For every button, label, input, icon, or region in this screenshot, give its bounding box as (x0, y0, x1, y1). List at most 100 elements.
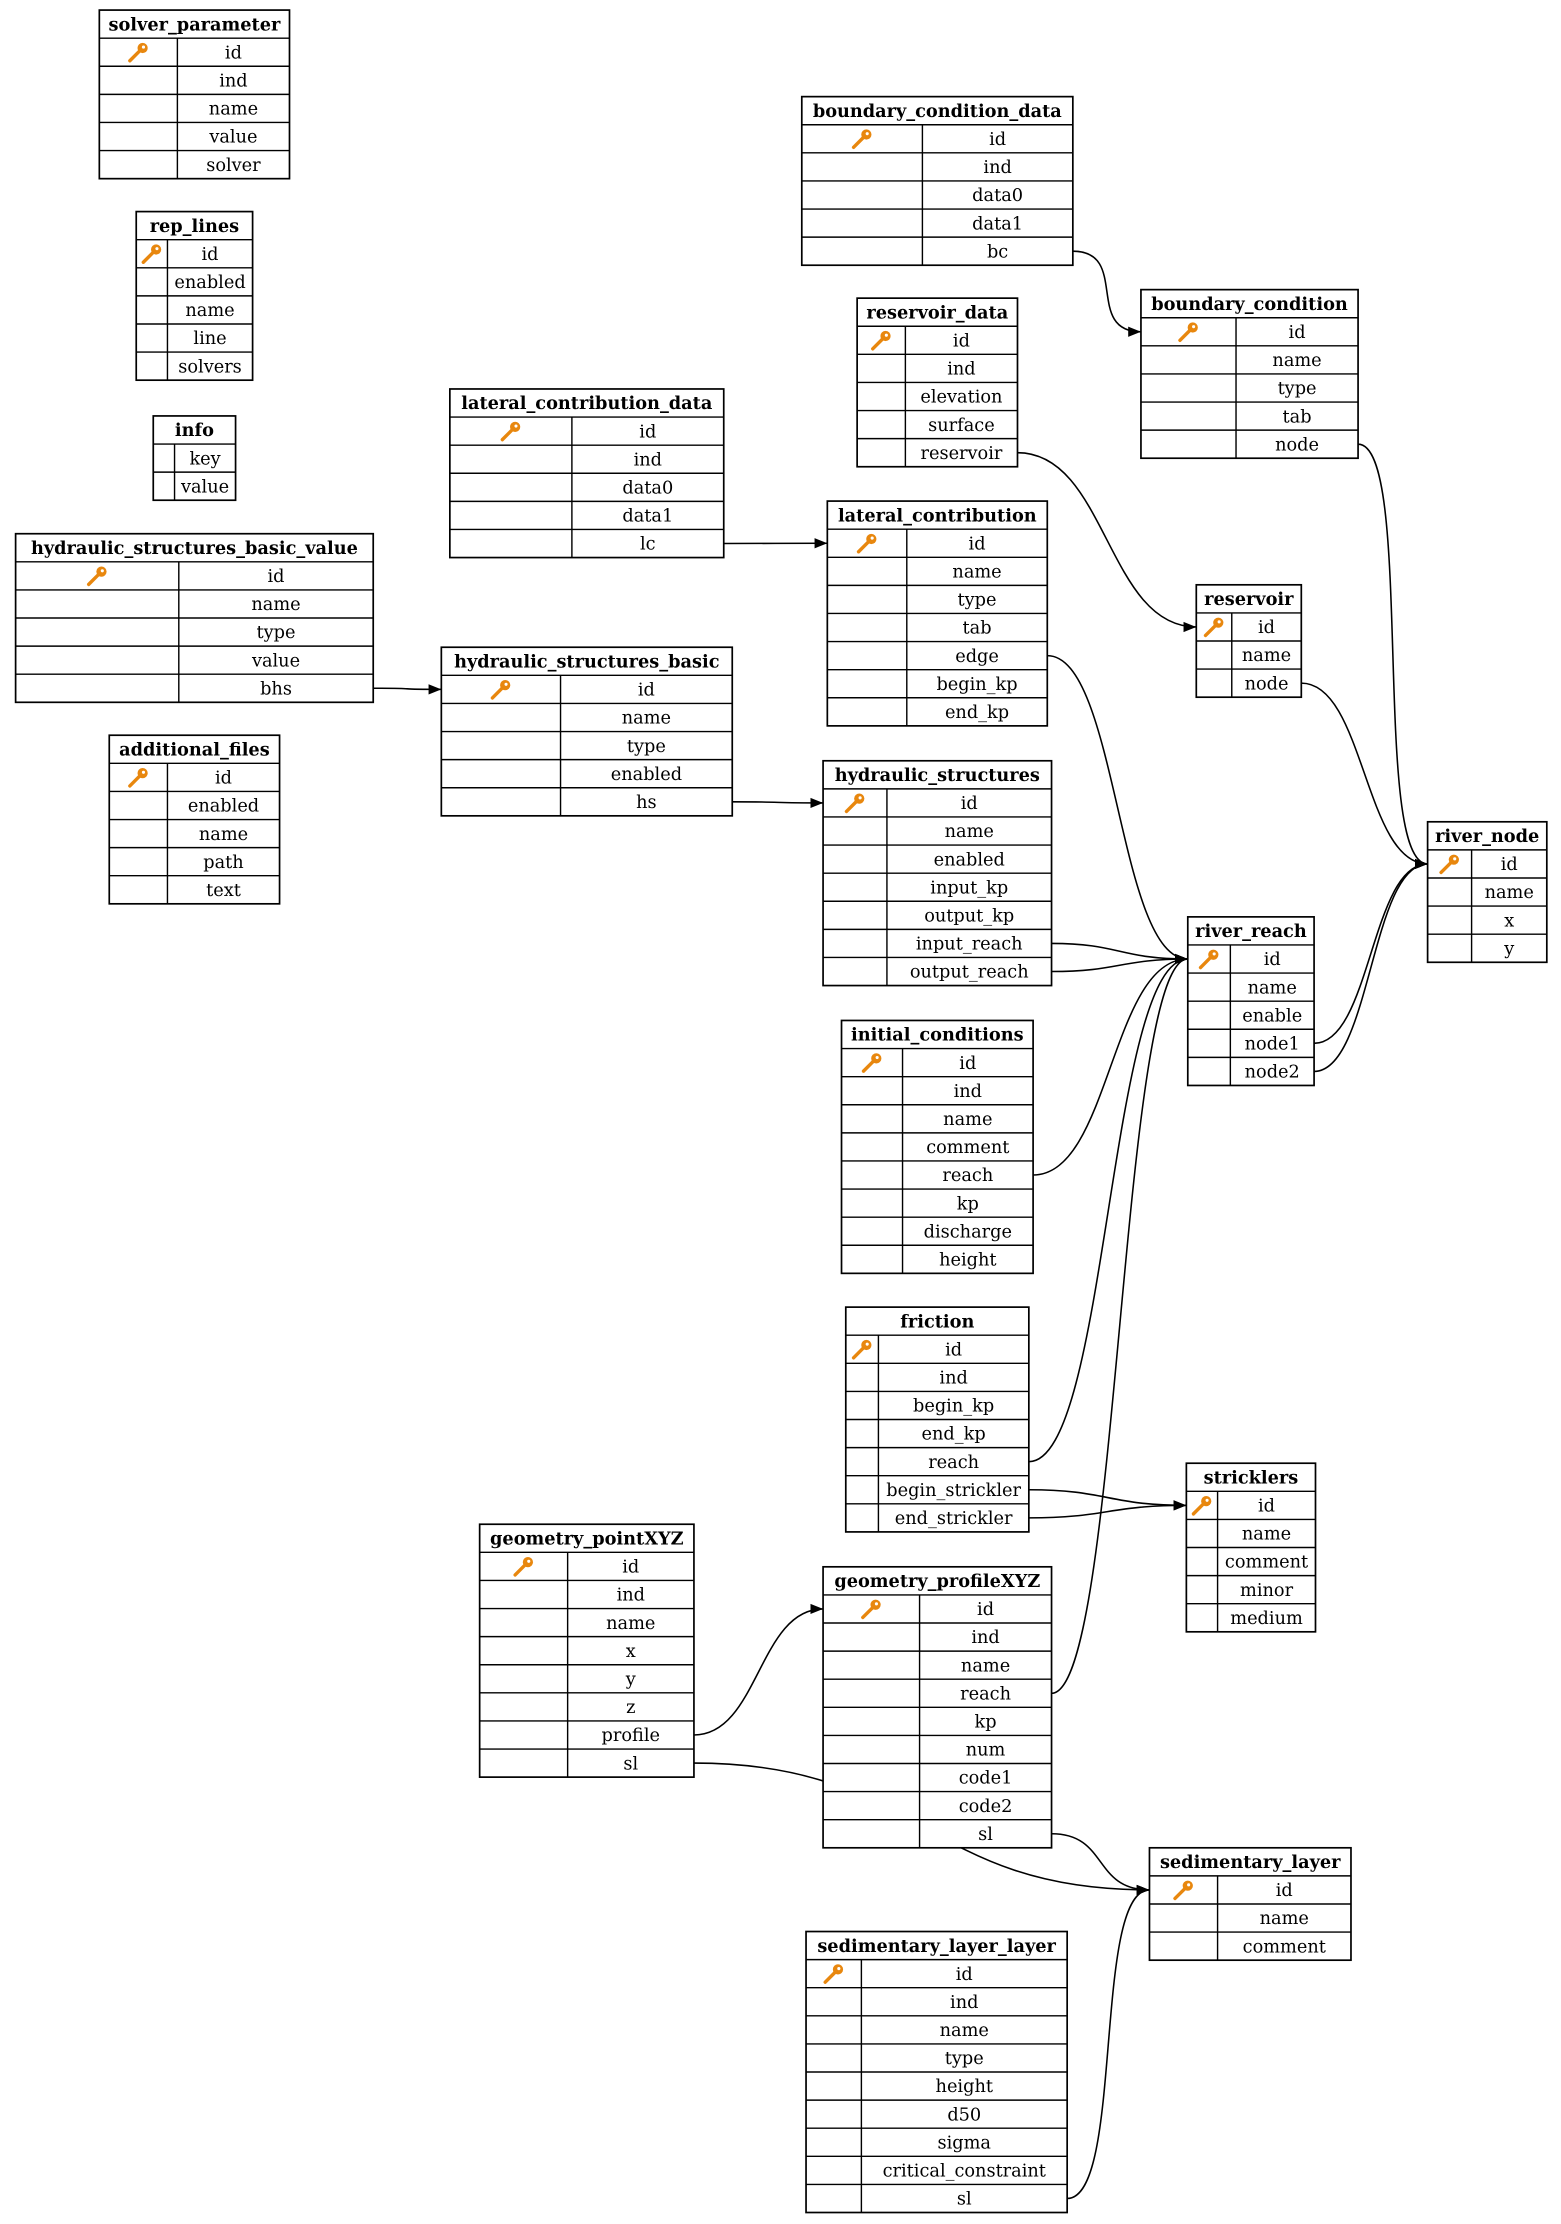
field-kp: kp (975, 1713, 997, 1733)
table-stricklers[interactable]: stricklers id name comment minor medium (1185, 1462, 1317, 1633)
field-node1: node1 (1245, 1034, 1300, 1054)
field-bhs: bhs (260, 679, 292, 699)
field-id: id (953, 331, 970, 351)
table-title: reservoir (1204, 589, 1294, 610)
field-data1: data1 (622, 507, 673, 527)
relation-geometry_profileXYZ-sl-to-sedimentary_layer (1051, 1832, 1150, 1896)
field-tab: tab (1283, 407, 1312, 427)
primary-key-icon (1439, 854, 1459, 875)
relation-boundary_condition_data-bc-to-boundary_condition (1072, 250, 1141, 337)
field-id: id (622, 1558, 639, 1578)
field-medium: medium (1230, 1609, 1303, 1629)
field-hs: hs (636, 793, 657, 813)
field-enabled: enabled (188, 797, 259, 817)
table-title: boundary_condition (1151, 294, 1348, 315)
field-ind: ind (634, 450, 662, 470)
field-output_kp: output_kp (924, 906, 1014, 926)
field-id: id (945, 1340, 962, 1360)
field-id: id (956, 1965, 973, 1985)
field-name: name (209, 100, 258, 120)
primary-key-icon (851, 1339, 872, 1360)
field-enable: enable (1242, 1006, 1302, 1026)
field-tab: tab (963, 619, 992, 639)
field-id: id (268, 567, 285, 587)
field-code1: code1 (959, 1769, 1013, 1789)
field-ind: ind (219, 72, 247, 92)
table-reservoir[interactable]: reservoir id name node (1195, 583, 1303, 699)
primary-key-icon (844, 793, 865, 814)
table-title: hydraulic_structures_basic (454, 651, 719, 672)
field-node: node (1245, 674, 1289, 694)
table-border (152, 415, 237, 502)
table-title: rep_lines (150, 216, 239, 237)
primary-key-icon (1173, 1880, 1193, 1901)
field-id: id (959, 1054, 976, 1074)
field-name: name (622, 709, 671, 729)
relation-geometry_profileXYZ-reach-to-river_reach (1051, 954, 1188, 1695)
table-title: sedimentary_layer_layer (817, 1936, 1056, 1957)
field-id: id (961, 794, 978, 814)
relation-boundary_condition-node-to-river_node (1357, 443, 1428, 869)
field-begin_kp: begin_kp (913, 1397, 994, 1417)
field-id: id (1289, 323, 1306, 343)
field-name: name (185, 301, 234, 321)
primary-key-icon (861, 1053, 882, 1073)
field-ind: ind (617, 1586, 645, 1606)
relation-hydraulic_structures_basic_value-bhs-to-hydraulic_structures_basic (373, 684, 442, 695)
field-id: id (1501, 855, 1518, 875)
primary-key-icon (128, 768, 148, 788)
field-type: type (945, 2049, 984, 2069)
table-title: initial_conditions (851, 1025, 1024, 1046)
table-title: info (175, 420, 214, 441)
field-edge: edge (955, 647, 999, 667)
primary-key-icon (823, 1964, 844, 1984)
field-ind: ind (947, 360, 975, 380)
field-name: name (943, 1110, 992, 1130)
field-name: name (1272, 351, 1321, 371)
field-surface: surface (928, 416, 995, 436)
field-enabled: enabled (934, 850, 1005, 870)
field-name: name (952, 563, 1001, 583)
field-critical_constraint: critical_constraint (883, 2162, 1046, 2182)
field-name: name (940, 2021, 989, 2041)
primary-key-icon (1203, 617, 1224, 638)
field-elevation: elevation (920, 388, 1002, 408)
field-id: id (1258, 1497, 1275, 1517)
primary-key-icon (1198, 949, 1219, 970)
primary-key-icon (500, 421, 521, 442)
field-height: height (939, 1250, 996, 1270)
field-ind: ind (939, 1369, 967, 1389)
field-ind: ind (971, 1628, 999, 1648)
field-enabled: enabled (174, 273, 245, 293)
field-solver: solver (206, 156, 261, 176)
primary-key-icon (86, 566, 107, 587)
relation-friction-begin_strickler-to-stricklers (1028, 1488, 1187, 1511)
table-info[interactable]: info key value (152, 415, 237, 502)
field-type: type (958, 591, 997, 611)
field-x: x (626, 1642, 636, 1662)
table-title: lateral_contribution (838, 505, 1037, 526)
field-id: id (969, 534, 986, 554)
relation-hydraulic_structures-input_reach-to-river_reach (1051, 942, 1188, 965)
